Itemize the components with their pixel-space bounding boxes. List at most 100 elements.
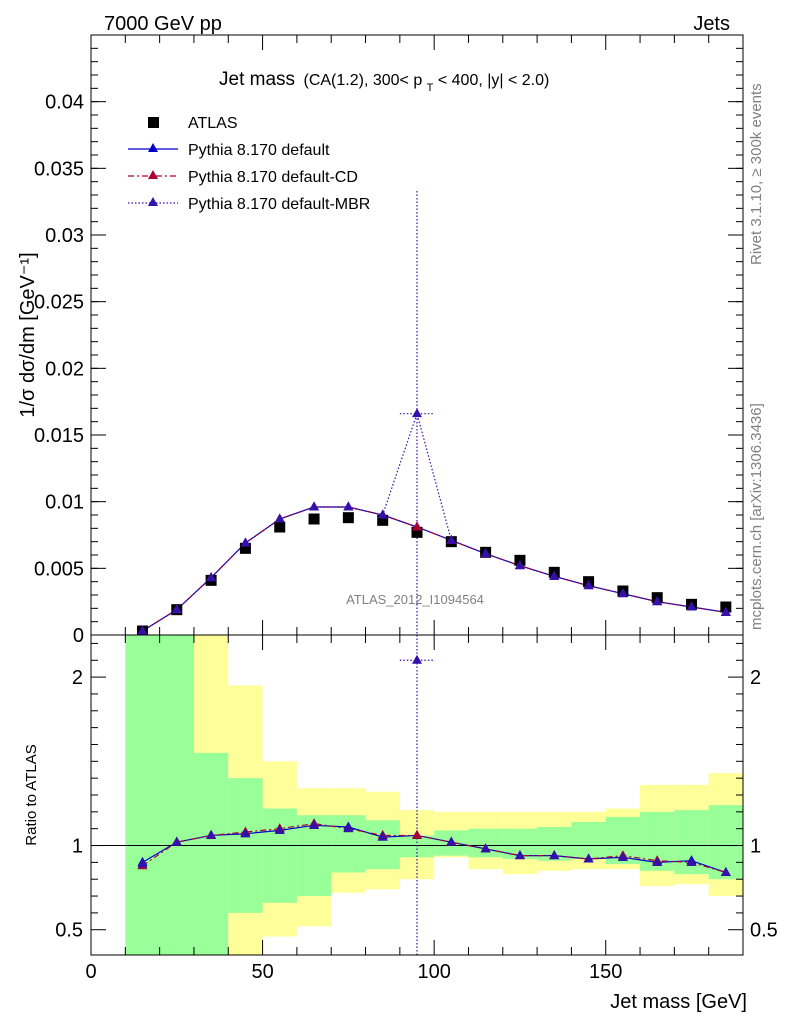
main-point-pythia-8.170-default-mbr (549, 570, 560, 580)
legend-marker-atlas (148, 117, 159, 128)
band-green (708, 805, 743, 880)
ratio-point-pythia-8.170-default-mbr (514, 850, 525, 860)
ratio-point-pythia-8.170-default-mbr (720, 866, 731, 876)
ratio-x-ticks: 0 50 100 150 (85, 635, 744, 983)
band-green (262, 808, 297, 903)
main-title-sub-b: < 400, |y| < 2.0) (438, 72, 550, 89)
main-line-pythia-8.170-default (142, 506, 726, 632)
main-y-tick-label: 0.03 (45, 225, 84, 247)
legend-label-cd: Pythia 8.170 default-CD (188, 169, 358, 186)
mcplots-label: mcplots.cern.ch [arXiv:1306.3436] (748, 403, 765, 630)
header-right: Jets (693, 13, 730, 35)
main-point-pythia-8.170-default-mbr (343, 501, 354, 511)
main-title-sub-sub: T (427, 82, 434, 94)
ratio-panel: 0.5 0.5 1 1 2 2 0 50 100 150 Ratio to ATLAS Jet … (23, 634, 778, 1013)
ratio-point-pythia-8.170-default-mbr (412, 654, 422, 664)
ratio-y-tick-label-right: 2 (750, 667, 761, 689)
legend: ATLAS Pythia 8.170 default Pythia 8.170 … (128, 115, 370, 213)
main-y-tick-label: 0.035 (34, 158, 84, 180)
main-point-pythia-8.170-default-mbr (171, 604, 182, 614)
band-green (468, 828, 503, 858)
legend-label-atlas: ATLAS (188, 115, 238, 132)
main-point-pythia-8.170-default-mbr (274, 513, 285, 523)
main-point-pythia-8.170-default-mbr (583, 580, 594, 590)
ratio-line-pythia-8.170-default (142, 824, 727, 874)
band-green (193, 752, 229, 955)
ratio-y-tick-label-right: 1 (750, 836, 761, 858)
main-point-pythia-8.170-default-mbr (720, 606, 731, 616)
main-title: Jet mass (CA(1.2), 300< p T < 400, |y| <… (219, 69, 549, 95)
ratio-point-pythia-8.170-default-mbr (309, 819, 320, 829)
main-point-pythia-8.170-default-mbr (480, 548, 491, 558)
ratio-series (137, 635, 731, 955)
x-tick-label: 50 (251, 961, 273, 983)
ratio-point-pythia-8.170-default-cd (412, 829, 422, 839)
x-axis-label: Jet mass [GeV] (610, 991, 747, 1013)
main-y-tick-label: 0 (73, 625, 84, 647)
main-point-pythia-8.170-default-mbr (446, 534, 457, 544)
main-y-tick-label: 0.015 (34, 425, 84, 447)
atlas-point (342, 512, 354, 524)
ratio-point-pythia-8.170-default-mbr (583, 853, 594, 863)
ratio-y-tick-label: 2 (72, 667, 83, 689)
ratio-point-pythia-8.170-default-mbr (446, 836, 457, 846)
atlas-point (411, 526, 423, 538)
atlas-point (308, 513, 320, 525)
main-point-pythia-8.170-default-mbr (309, 501, 320, 511)
band-green (159, 635, 194, 955)
main-series (136, 191, 732, 637)
ratio-point-pythia-8.170-default-mbr (686, 856, 697, 866)
main-point-pythia-8.170-default-mbr (617, 588, 628, 598)
watermark: ATLAS_2012_I1094564 (346, 592, 484, 607)
ratio-point-pythia-8.170-default-mbr (343, 823, 354, 833)
main-y-tick-label: 0.04 (45, 92, 84, 114)
ratio-point-pythia-8.170-default-mbr (480, 843, 491, 853)
legend-marker-mbr (148, 197, 158, 206)
main-title-sub-a: (CA(1.2), 300< p (303, 72, 422, 89)
ratio-point-pythia-8.170-default-mbr (377, 831, 388, 841)
main-point-pythia-8.170-default-mbr (240, 537, 251, 547)
legend-marker-cd (148, 170, 158, 179)
band-green (125, 635, 160, 955)
atlas-point (239, 542, 251, 554)
main-point-pythia-8.170-default-mbr (652, 596, 663, 606)
x-tick-label: 150 (589, 961, 622, 983)
main-point-pythia-8.170-default-mbr (137, 625, 148, 635)
legend-label-mbr: Pythia 8.170 default-MBR (188, 196, 370, 213)
main-y-tick-label: 0.025 (34, 292, 84, 314)
main-y-ticks: 0 0.005 0.01 0.015 0.02 0.025 0.03 0.035 0.04 (34, 34, 743, 647)
main-point-pythia-8.170-default-mbr (377, 509, 388, 519)
ratio-point-pythia-8.170-default-mbr (206, 829, 217, 839)
x-tick-label: 100 (417, 961, 450, 983)
ratio-y-tick-label: 0.5 (55, 920, 83, 942)
main-y-label: 1/σ dσ/dm [GeV⁻¹] (17, 252, 39, 417)
ratio-point-pythia-8.170-default-mbr (240, 828, 251, 838)
main-point-pythia-8.170-default-mbr (412, 408, 422, 418)
ratio-point-pythia-8.170-default-mbr (274, 824, 285, 834)
rivet-label: Rivet 3.1.10, ≥ 300k events (748, 83, 765, 265)
band-green (365, 820, 400, 870)
atlas-point (274, 521, 286, 533)
ratio-point-pythia-8.170-default-mbr (549, 850, 560, 860)
ratio-y-label: Ratio to ATLAS (23, 744, 40, 845)
main-point-pythia-8.170-default-mbr (514, 560, 525, 570)
main-y-tick-label: 0.005 (34, 558, 84, 580)
ratio-point-pythia-8.170-default-mbr (137, 858, 148, 868)
ratio-bands (125, 635, 743, 955)
band-green (571, 821, 606, 859)
ratio-y-ticks: 0.5 0.5 1 1 2 2 (55, 642, 778, 942)
main-point-pythia-8.170-default-mbr (686, 601, 697, 611)
x-tick-label: 0 (85, 961, 96, 983)
main-point-pythia-8.170-default-cd (412, 521, 422, 531)
legend-marker-default (148, 143, 158, 152)
legend-label-default: Pythia 8.170 default (188, 142, 330, 159)
main-y-tick-label: 0.02 (45, 358, 84, 380)
main-y-tick-label: 0.01 (45, 492, 84, 514)
ratio-point-pythia-8.170-default-mbr (617, 851, 628, 861)
main-panel: 0 0.005 0.01 0.015 0.02 0.025 0.03 0.035 0.04 Je… (17, 34, 744, 647)
main-title-main: Jet mass (219, 69, 295, 90)
main-x-ticks (90, 35, 744, 635)
ratio-y-tick-label-right: 0.5 (750, 920, 778, 942)
main-point-pythia-8.170-default-mbr (206, 572, 217, 582)
